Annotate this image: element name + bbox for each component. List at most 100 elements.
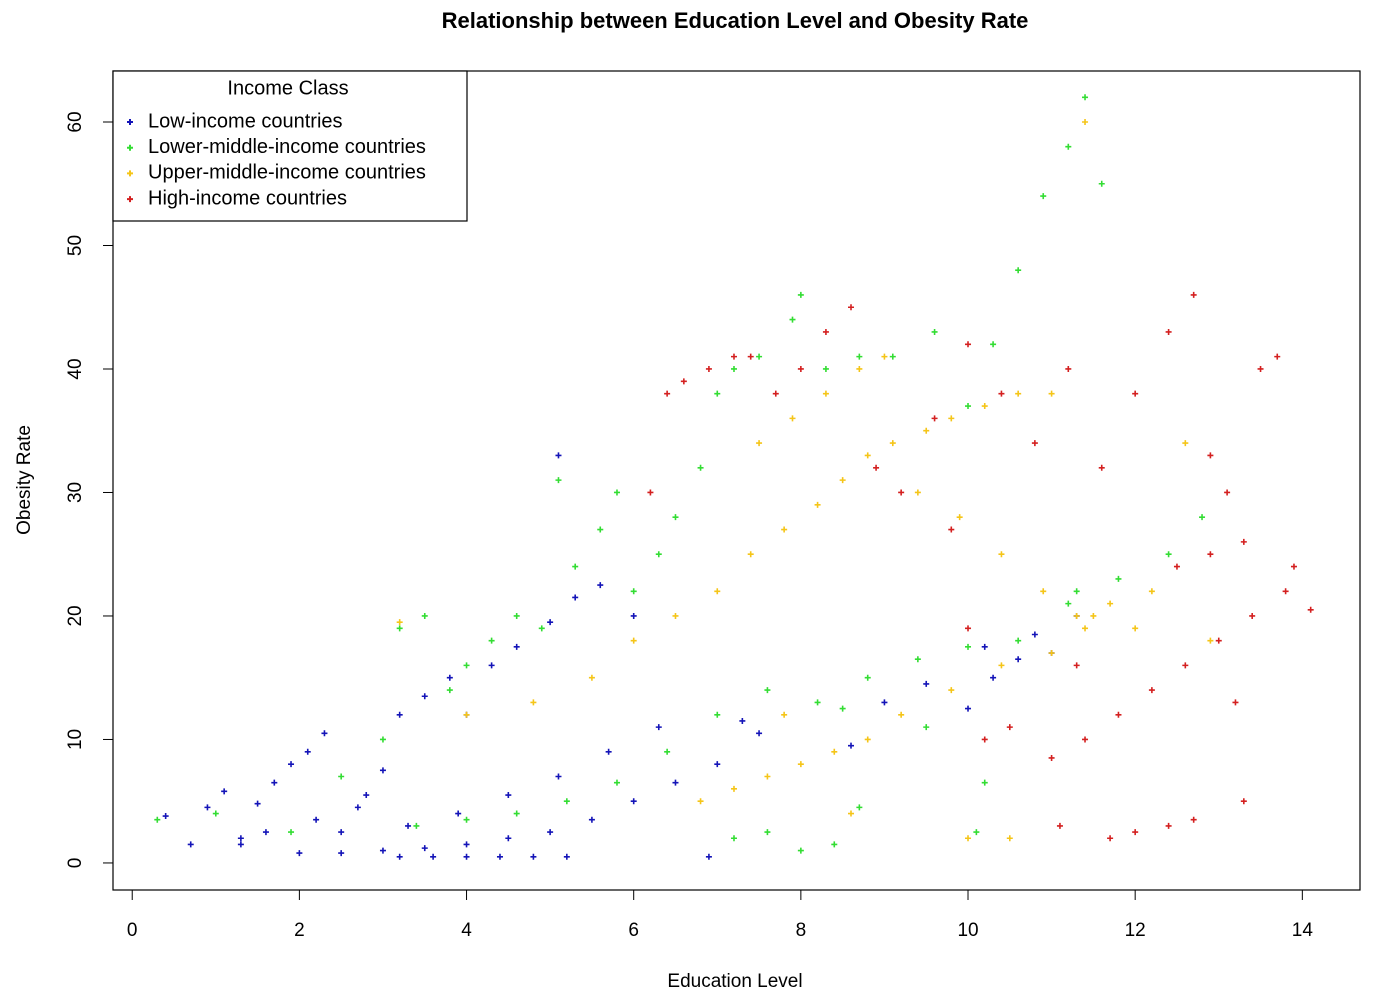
- point: [354, 804, 361, 811]
- point: [421, 845, 428, 852]
- legend-label: Lower-middle-income countries: [148, 136, 426, 158]
- point: [923, 427, 930, 434]
- x-tick-label: 4: [461, 920, 472, 941]
- point: [990, 341, 997, 348]
- legend-marker: [127, 196, 133, 203]
- x-tick-label: 0: [127, 920, 138, 941]
- point: [705, 853, 712, 860]
- point: [714, 761, 721, 768]
- y-tick-label: 30: [65, 482, 86, 503]
- point: [1274, 353, 1281, 360]
- point: [848, 742, 855, 749]
- point: [1148, 687, 1155, 694]
- point: [864, 674, 871, 681]
- point: [1182, 662, 1189, 669]
- point: [981, 779, 988, 786]
- point: [488, 662, 495, 669]
- point: [990, 674, 997, 681]
- point: [1115, 575, 1122, 582]
- point: [914, 656, 921, 663]
- point: [630, 588, 637, 595]
- point: [221, 788, 228, 795]
- point: [730, 835, 737, 842]
- point: [630, 637, 637, 644]
- point: [1148, 588, 1155, 595]
- point: [956, 514, 963, 521]
- point: [1232, 699, 1239, 706]
- point: [965, 403, 972, 410]
- point: [547, 829, 554, 836]
- point: [672, 779, 679, 786]
- point: [1082, 736, 1089, 743]
- point: [948, 415, 955, 422]
- point: [672, 514, 679, 521]
- point: [597, 526, 604, 533]
- x-tick-label: 6: [628, 920, 639, 941]
- legend-marker: [127, 144, 133, 151]
- point: [1065, 600, 1072, 607]
- point: [588, 816, 595, 823]
- point: [1115, 711, 1122, 718]
- point: [965, 625, 972, 632]
- point: [764, 773, 771, 780]
- point: [1015, 267, 1022, 274]
- point: [396, 625, 403, 632]
- point: [630, 612, 637, 619]
- point: [1207, 551, 1214, 558]
- point: [1207, 637, 1214, 644]
- point: [998, 662, 1005, 669]
- y-tick-label: 10: [65, 729, 86, 750]
- point: [1282, 588, 1289, 595]
- point: [338, 850, 345, 857]
- point: [1190, 291, 1197, 298]
- point: [1082, 119, 1089, 126]
- y-tick-label: 20: [65, 605, 86, 626]
- point: [756, 440, 763, 447]
- point: [965, 341, 972, 348]
- point: [730, 353, 737, 360]
- x-tick-label: 2: [294, 920, 305, 941]
- point: [822, 365, 829, 372]
- point: [764, 829, 771, 836]
- point: [655, 551, 662, 558]
- point: [1073, 612, 1080, 619]
- point: [981, 643, 988, 650]
- point: [848, 810, 855, 817]
- point: [747, 353, 754, 360]
- point: [839, 477, 846, 484]
- legend-marker: [127, 170, 133, 177]
- point: [1240, 798, 1247, 805]
- point: [730, 785, 737, 792]
- point: [697, 798, 704, 805]
- point: [931, 415, 938, 422]
- point: [379, 847, 386, 854]
- point: [864, 452, 871, 459]
- point: [856, 804, 863, 811]
- point: [1307, 606, 1314, 613]
- legend-label: Low-income countries: [148, 110, 343, 132]
- point: [973, 829, 980, 836]
- point: [379, 736, 386, 743]
- point: [1040, 588, 1047, 595]
- point: [630, 798, 637, 805]
- point: [789, 415, 796, 422]
- point: [379, 767, 386, 774]
- point: [530, 699, 537, 706]
- point: [463, 841, 470, 848]
- point: [338, 773, 345, 780]
- point: [831, 841, 838, 848]
- y-tick-label: 50: [65, 235, 86, 256]
- point: [455, 810, 462, 817]
- point: [1165, 822, 1172, 829]
- point: [313, 816, 320, 823]
- point: [446, 674, 453, 681]
- point: [664, 390, 671, 397]
- legend-box: [112, 70, 468, 222]
- point: [296, 850, 303, 857]
- point: [965, 705, 972, 712]
- point: [446, 687, 453, 694]
- point: [513, 643, 520, 650]
- point: [756, 730, 763, 737]
- point: [421, 693, 428, 700]
